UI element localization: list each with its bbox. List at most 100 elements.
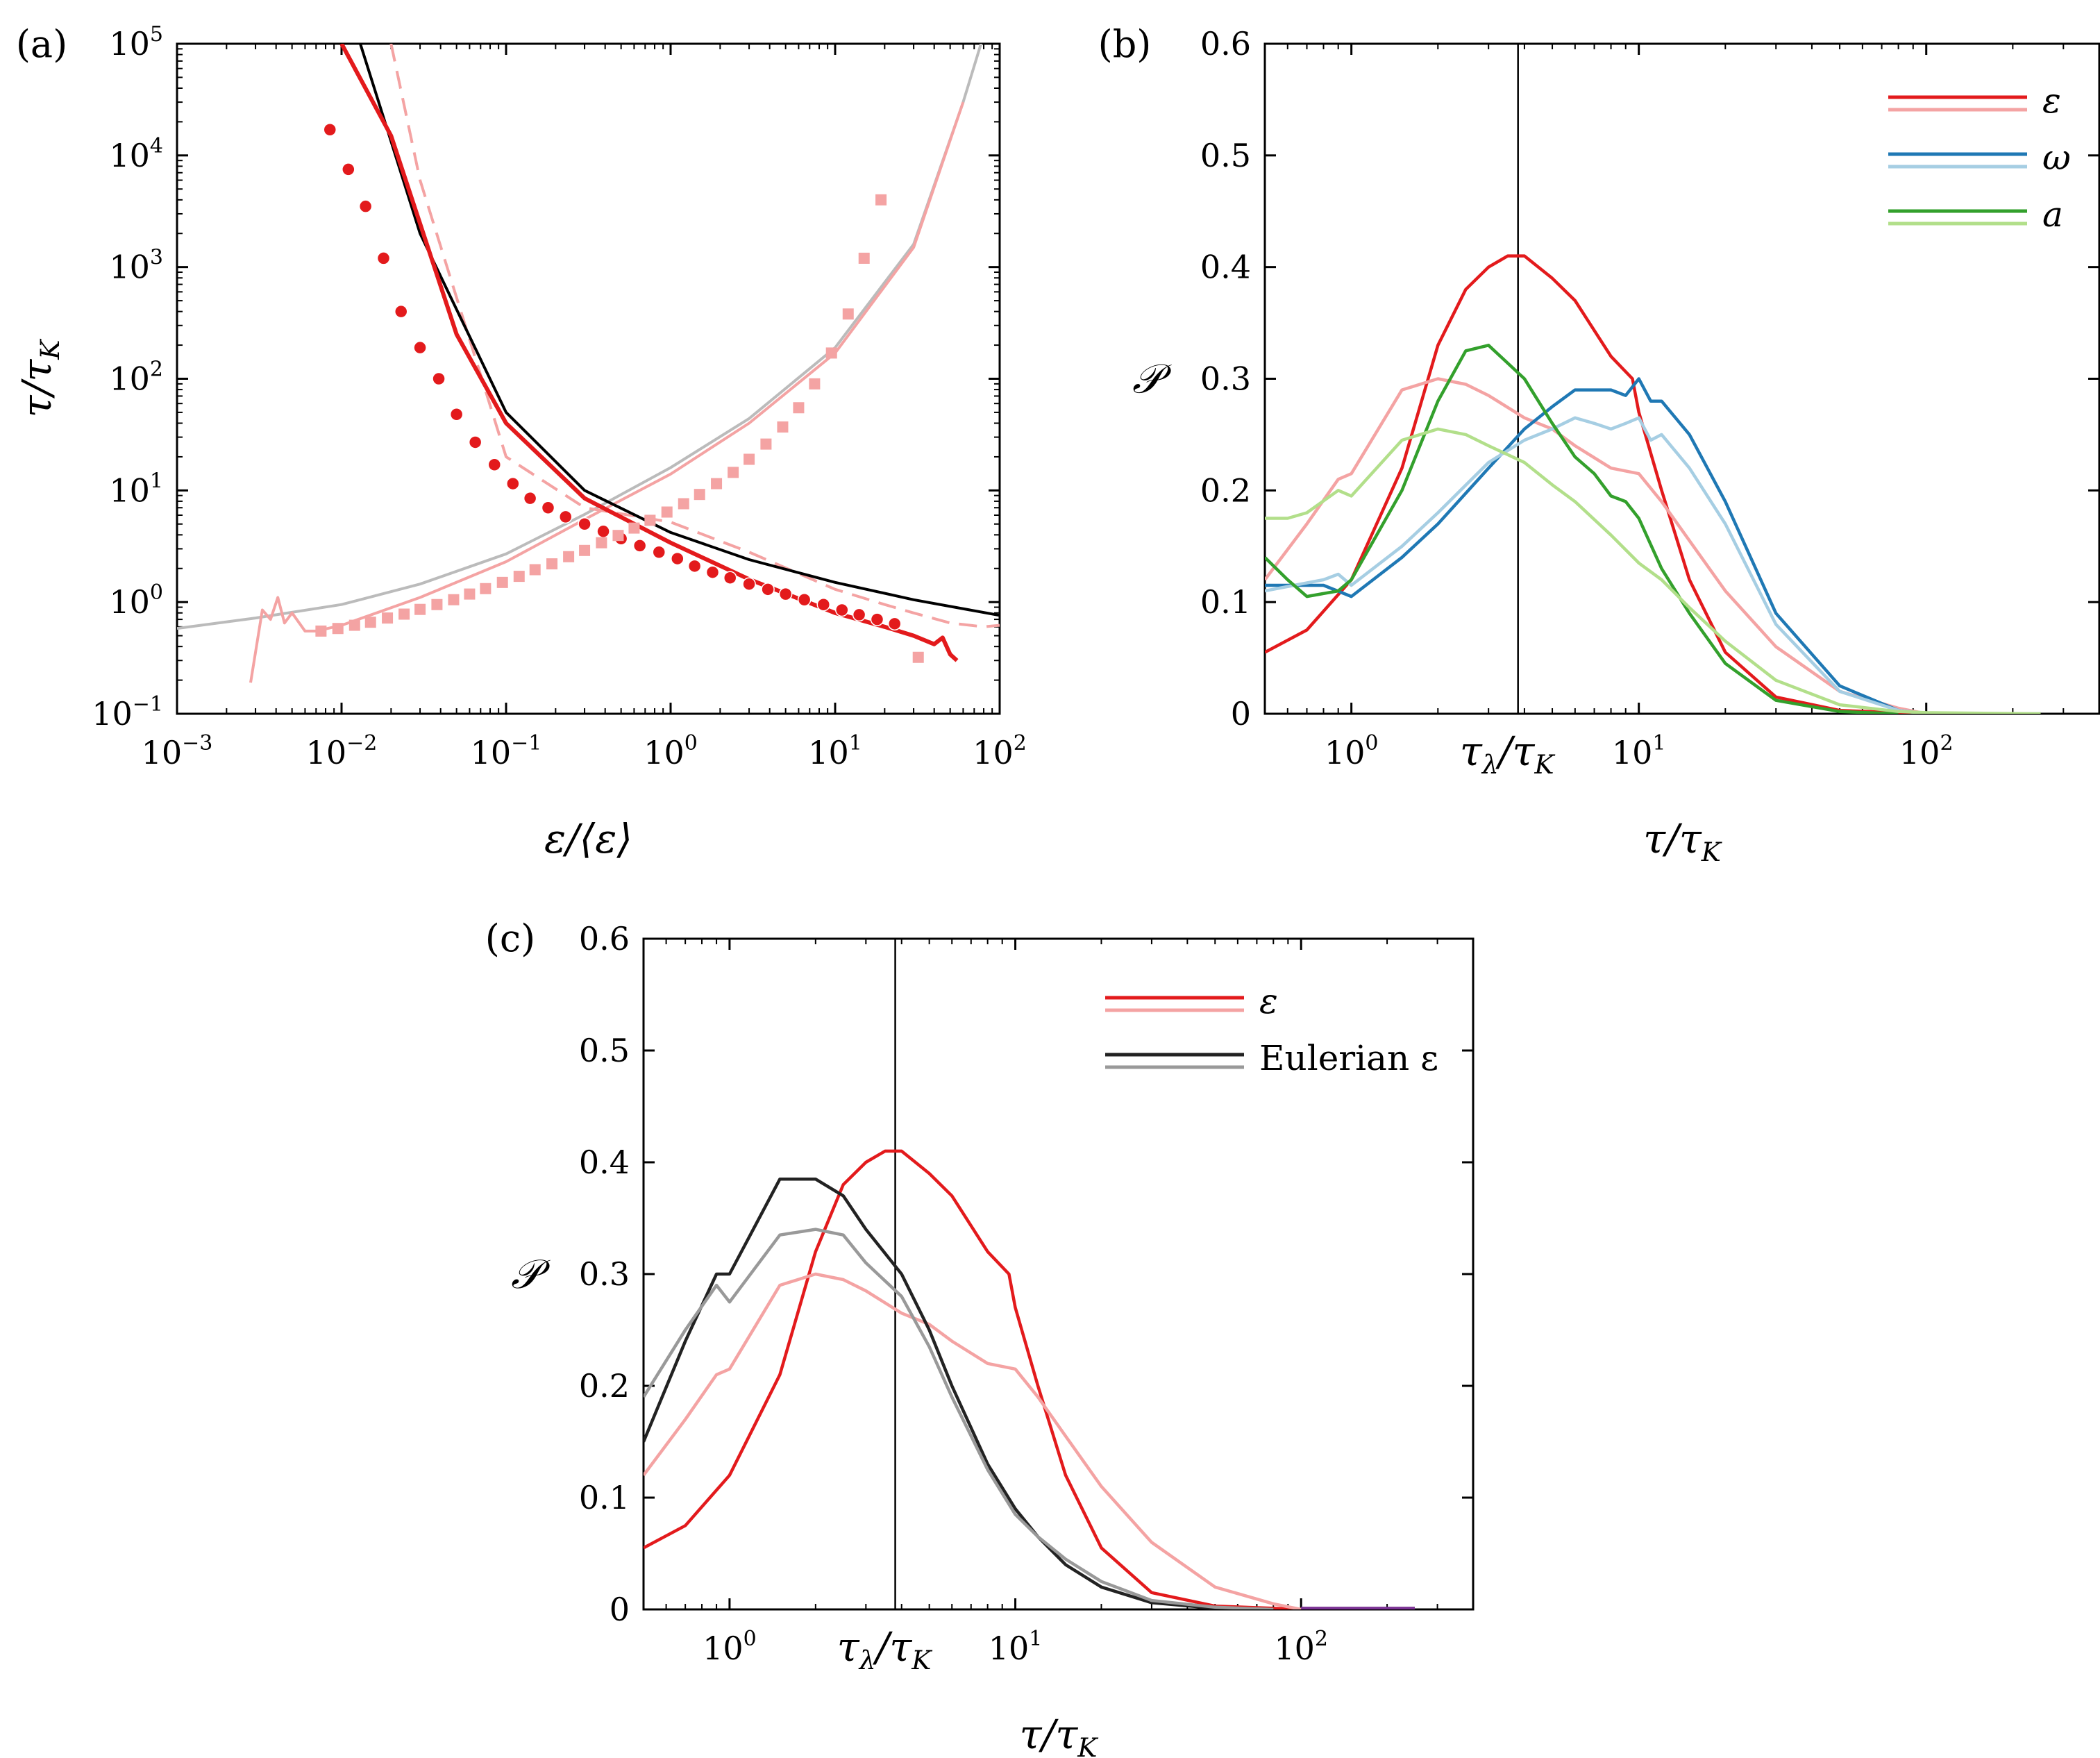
y-tick-label: 0.4 xyxy=(1200,249,1251,286)
x-axis-title: τ/τK xyxy=(1643,815,1722,867)
data-point xyxy=(376,251,391,265)
data-point xyxy=(744,453,755,465)
series-line xyxy=(644,1177,1274,1609)
y-tick-label: 105 xyxy=(109,22,163,62)
x-tick-label: 100 xyxy=(1325,731,1379,771)
data-point xyxy=(513,571,525,583)
tau-lambda-label: τλ/τK xyxy=(837,1623,933,1675)
y-axis-title: τ/τK xyxy=(13,339,65,418)
data-point xyxy=(628,522,640,534)
series-line xyxy=(359,44,1000,617)
data-point xyxy=(414,603,426,615)
plot-area xyxy=(1265,44,2041,714)
y-tick-label: 0.3 xyxy=(579,1255,630,1293)
panel-label: (a) xyxy=(16,22,67,66)
legend-label: ω xyxy=(2042,137,2071,178)
data-point xyxy=(398,608,410,620)
tau-lambda-label: τλ/τK xyxy=(1460,728,1556,780)
data-point xyxy=(332,623,344,635)
plot-area xyxy=(644,939,1415,1609)
data-point xyxy=(563,551,575,562)
x-tick-label: 100 xyxy=(644,731,698,771)
data-point xyxy=(364,617,376,628)
data-point xyxy=(487,458,502,472)
y-tick-label: 0.2 xyxy=(1200,471,1251,509)
data-point xyxy=(671,551,684,566)
y-tick-label: 104 xyxy=(109,134,163,174)
data-point xyxy=(468,435,482,449)
series-line xyxy=(1265,377,1927,714)
legend-label: ε xyxy=(1259,981,1278,1021)
panel-label: (b) xyxy=(1098,22,1152,66)
y-tick-label: 0.2 xyxy=(579,1367,630,1405)
series-line xyxy=(339,44,959,662)
y-tick-label: 0 xyxy=(610,1591,630,1628)
data-point xyxy=(825,347,837,359)
data-point xyxy=(448,594,460,605)
data-point xyxy=(612,530,624,542)
data-point xyxy=(523,491,537,505)
series-line xyxy=(177,44,983,630)
data-point xyxy=(342,162,355,176)
data-point xyxy=(431,598,443,610)
data-point xyxy=(661,506,673,518)
data-point xyxy=(413,340,427,355)
y-tick-label: 0 xyxy=(1231,695,1251,732)
data-point xyxy=(382,612,394,624)
data-point xyxy=(694,489,705,501)
data-point xyxy=(541,501,555,514)
y-tick-label: 0.3 xyxy=(1200,360,1251,398)
data-point xyxy=(858,252,870,264)
data-point xyxy=(652,545,666,559)
series-line xyxy=(1265,427,2041,714)
panel-label: (c) xyxy=(485,916,535,960)
data-point xyxy=(777,421,789,433)
data-point xyxy=(596,537,607,549)
x-axis-title: ε/⟨ε⟩ xyxy=(544,815,632,862)
series-line xyxy=(644,1228,1274,1609)
panel-b: 100 101 102 0 0.1 0.2 0.3 0.4 0.5 0.6 τλ/τK εωa (b) τ… xyxy=(1098,22,2100,867)
data-point xyxy=(315,625,327,637)
y-tick-label: 100 xyxy=(109,580,163,621)
data-point xyxy=(546,558,558,570)
data-point xyxy=(506,476,520,491)
data-point xyxy=(760,438,772,450)
data-point xyxy=(870,612,884,626)
legend-label: Eulerian ε xyxy=(1259,1038,1438,1078)
x-tick-label: 102 xyxy=(1274,1627,1328,1667)
x-tick-label: 101 xyxy=(808,731,862,771)
data-point xyxy=(809,378,821,390)
data-point xyxy=(323,123,337,137)
y-axis-title: 𝒫 xyxy=(1132,355,1172,403)
series-line xyxy=(389,44,1000,628)
series-line xyxy=(1265,377,1926,714)
x-tick-label: 10−3 xyxy=(142,731,213,771)
series-line xyxy=(1265,416,2041,714)
data-point xyxy=(797,593,812,607)
data-point xyxy=(887,617,902,631)
data-point xyxy=(558,510,573,524)
data-point xyxy=(464,588,476,600)
data-point xyxy=(912,651,924,663)
data-point xyxy=(723,571,737,585)
y-tick-label: 102 xyxy=(109,358,163,398)
y-tick-label: 10−1 xyxy=(92,692,163,732)
x-tick-label: 100 xyxy=(703,1627,757,1667)
data-point xyxy=(875,194,887,206)
series-line xyxy=(644,1272,1302,1609)
y-tick-label: 0.1 xyxy=(579,1479,630,1516)
data-point xyxy=(579,544,591,556)
data-point xyxy=(705,565,720,579)
x-tick-label: 102 xyxy=(973,731,1027,771)
data-point xyxy=(348,619,360,631)
y-axis-title: 𝒫 xyxy=(511,1250,551,1298)
data-point xyxy=(711,478,723,489)
y-tick-label: 101 xyxy=(109,469,163,509)
series-line xyxy=(1265,254,1926,714)
data-point xyxy=(480,583,492,594)
data-point xyxy=(835,603,849,617)
series-line xyxy=(1265,344,1899,714)
data-point xyxy=(432,371,446,386)
y-tick-label: 103 xyxy=(109,246,163,286)
